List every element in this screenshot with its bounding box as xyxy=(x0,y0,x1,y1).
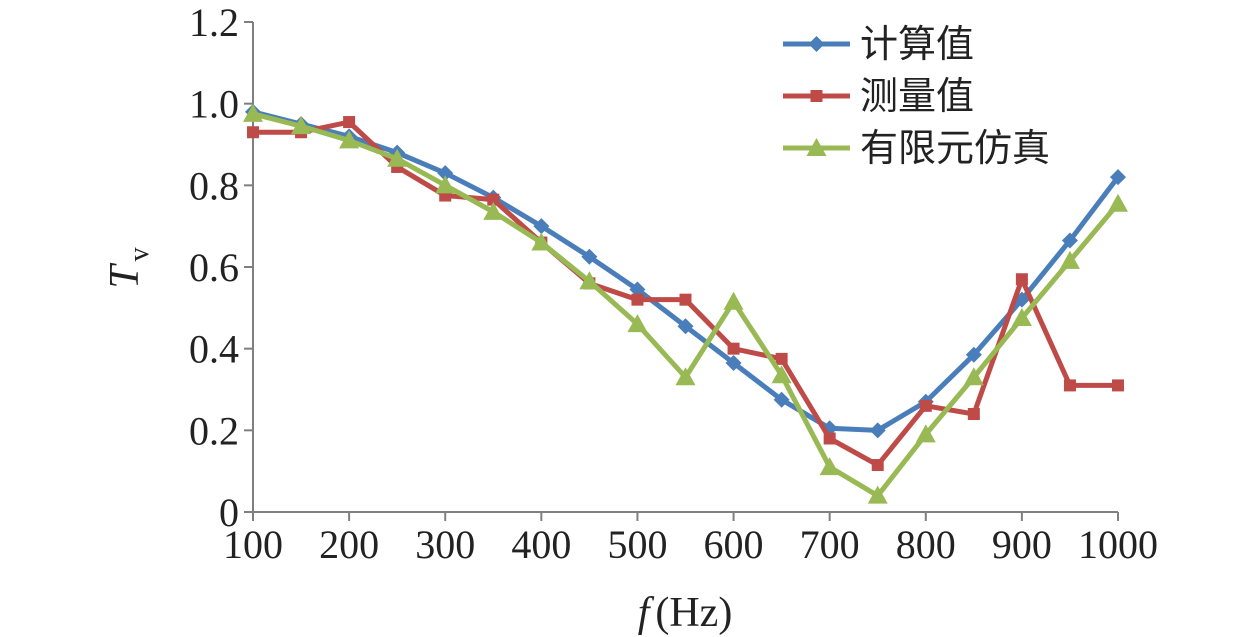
legend-label: 测量值 xyxy=(860,74,974,118)
data-point-triangle xyxy=(531,232,552,251)
data-point-triangle xyxy=(1059,250,1080,269)
y-tick-label: 0.8 xyxy=(189,163,239,208)
x-tick-label: 1000 xyxy=(1078,522,1158,567)
data-point-triangle xyxy=(627,314,648,333)
y-tick-label: 0.6 xyxy=(189,245,239,290)
x-axis-title: f (Hz) xyxy=(638,590,733,636)
legend-item: 有限元仿真 xyxy=(783,126,1050,170)
data-point-square xyxy=(343,116,356,129)
x-tick-label: 100 xyxy=(223,522,283,567)
data-point-diamond xyxy=(437,165,454,182)
data-point-triangle xyxy=(243,103,263,122)
data-point-square xyxy=(247,126,259,139)
series-line xyxy=(250,119,1121,468)
data-point-square xyxy=(823,432,836,445)
y-tick-label: 1.2 xyxy=(189,0,239,45)
data-point-triangle xyxy=(483,201,504,220)
data-point-diamond xyxy=(581,248,598,265)
data-point-square xyxy=(775,352,788,365)
data-point-triangle xyxy=(963,367,984,386)
data-point-diamond xyxy=(1061,232,1078,249)
y-tick-label: 0.2 xyxy=(189,408,239,453)
data-point-triangle xyxy=(1108,193,1128,212)
data-point-triangle xyxy=(291,116,312,135)
data-point-triangle xyxy=(915,424,936,443)
data-point-triangle xyxy=(1011,308,1032,327)
x-tick-label: 200 xyxy=(319,522,379,567)
data-point-diamond xyxy=(965,346,982,363)
legend-item: 测量值 xyxy=(783,74,974,118)
x-tick-label: 800 xyxy=(896,522,956,567)
data-point-square xyxy=(727,342,740,355)
data-point-diamond xyxy=(533,218,550,235)
data-point-square xyxy=(871,459,884,472)
data-point-triangle xyxy=(675,367,696,386)
data-point-triangle xyxy=(723,291,744,310)
x-ticks: 100 200 300 400 500 600 700 800 900 1000 xyxy=(223,512,1158,567)
series-layer xyxy=(243,103,1128,504)
data-point-diamond xyxy=(677,318,694,335)
y-ticks: 0 0.2 0.4 0.6 0.8 1.0 1.2 xyxy=(189,0,253,535)
data-point-square xyxy=(631,293,644,306)
data-point-diamond xyxy=(725,354,742,371)
x-tick-label: 500 xyxy=(607,522,667,567)
data-point-triangle xyxy=(819,457,840,476)
legend-label: 有限元仿真 xyxy=(860,126,1050,170)
x-tick-label: 300 xyxy=(415,522,475,567)
data-point-square xyxy=(1015,273,1028,286)
legend-label: 计算值 xyxy=(860,22,974,66)
data-point-triangle xyxy=(579,271,600,290)
x-tick-label: 700 xyxy=(800,522,860,567)
data-point-diamond xyxy=(869,422,886,439)
data-point-diamond xyxy=(1110,169,1126,186)
y-tick-label: 0.4 xyxy=(189,327,239,372)
data-point-triangle xyxy=(387,148,408,167)
legend-marker-square xyxy=(810,90,823,102)
x-tick-label: 900 xyxy=(992,522,1052,567)
series-3 xyxy=(243,103,1128,504)
y-axis-title: Tv xyxy=(102,247,155,288)
x-tick-label: 400 xyxy=(511,522,571,567)
data-point-triangle xyxy=(435,175,456,194)
axes xyxy=(252,22,1118,513)
data-point-square xyxy=(1112,379,1124,392)
legend-marker-diamond xyxy=(808,36,825,52)
data-point-triangle xyxy=(867,485,888,504)
legend-marker-triangle xyxy=(806,138,827,156)
data-point-square xyxy=(679,293,692,306)
y-tick-label: 1.0 xyxy=(189,82,239,127)
data-point-square xyxy=(967,408,980,420)
data-point-triangle xyxy=(339,130,360,149)
data-point-diamond xyxy=(773,391,790,408)
data-point-diamond xyxy=(629,281,646,298)
legend-item: 计算值 xyxy=(783,22,974,66)
y-tick-label: 0 xyxy=(219,490,239,535)
data-point-square xyxy=(487,193,500,206)
x-tick-label: 600 xyxy=(704,522,764,567)
data-point-square xyxy=(1063,379,1076,392)
data-point-triangle xyxy=(771,365,792,384)
data-point-square xyxy=(919,399,932,412)
